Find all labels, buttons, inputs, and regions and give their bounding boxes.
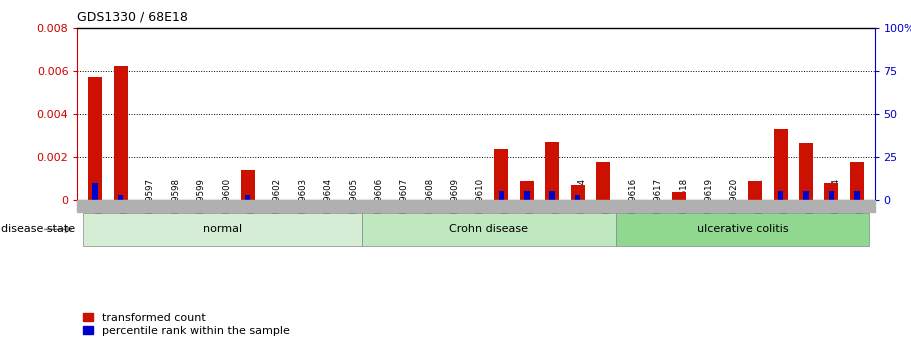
- Bar: [241, 170, 254, 200]
- Bar: [92, 183, 98, 200]
- Bar: [799, 143, 813, 200]
- Bar: [495, 149, 508, 200]
- FancyBboxPatch shape: [83, 213, 362, 246]
- Bar: [245, 195, 251, 200]
- Legend: transformed count, percentile rank within the sample: transformed count, percentile rank withi…: [83, 313, 290, 336]
- Bar: [575, 195, 580, 200]
- Bar: [773, 129, 788, 200]
- FancyBboxPatch shape: [362, 213, 616, 246]
- Bar: [549, 191, 555, 200]
- Bar: [570, 185, 585, 200]
- Text: Crohn disease: Crohn disease: [449, 225, 528, 234]
- Text: disease state: disease state: [1, 225, 75, 234]
- Bar: [520, 181, 534, 200]
- Bar: [545, 142, 559, 200]
- Bar: [498, 191, 504, 200]
- Text: ulcerative colitis: ulcerative colitis: [697, 225, 788, 234]
- Text: normal: normal: [202, 225, 241, 234]
- Bar: [824, 183, 838, 200]
- Bar: [829, 191, 834, 200]
- Bar: [804, 191, 809, 200]
- Bar: [778, 191, 783, 200]
- FancyBboxPatch shape: [616, 213, 869, 246]
- Bar: [88, 77, 102, 200]
- Bar: [854, 191, 860, 200]
- Bar: [524, 191, 529, 200]
- Bar: [850, 162, 864, 200]
- Bar: [118, 195, 123, 200]
- Bar: [114, 66, 128, 200]
- Bar: [748, 181, 763, 200]
- Text: GDS1330 / 68E18: GDS1330 / 68E18: [77, 10, 189, 23]
- Bar: [672, 192, 686, 200]
- Bar: [596, 162, 609, 200]
